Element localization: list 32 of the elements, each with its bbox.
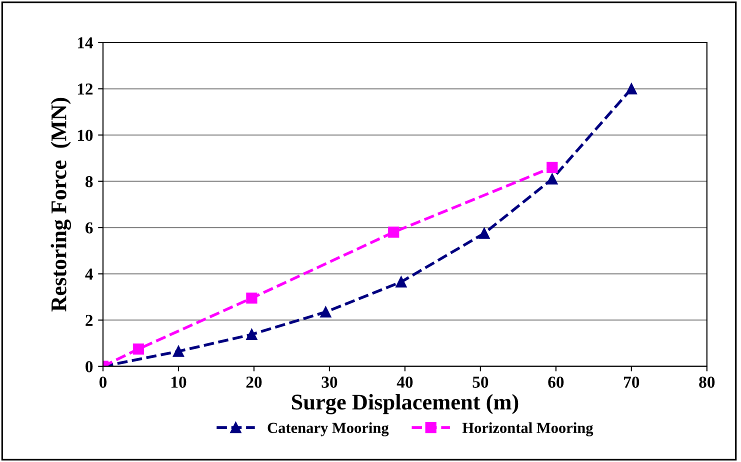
point: [320, 306, 332, 318]
x-tick-label: 30: [322, 376, 338, 388]
y-axis-title: Restoring Force (MN): [50, 98, 72, 312]
y-tick-label: 8: [86, 176, 93, 188]
x-axis-title: Surge Displacement (m): [292, 394, 518, 414]
y-tick-label: 14: [78, 37, 93, 48]
point: [546, 173, 558, 185]
y-tick-label: 10: [78, 130, 93, 141]
point: [246, 292, 258, 304]
y-tick-label: 0: [86, 361, 93, 372]
x-tick-label: 70: [624, 376, 640, 388]
y-tick-label: 12: [78, 84, 93, 95]
x-tick-label: 0: [99, 376, 107, 388]
y-tick-label: 6: [86, 222, 93, 234]
point: [546, 162, 558, 173]
x-tick-label: 80: [699, 376, 715, 388]
x-tick-label: 10: [171, 376, 186, 388]
point: [172, 346, 184, 357]
x-tick-label: 20: [246, 376, 262, 388]
y-tick-label: 2: [86, 314, 93, 326]
x-tick-label: 50: [472, 376, 488, 388]
point: [396, 276, 407, 288]
x-tick-label: 60: [548, 376, 564, 388]
point: [478, 228, 490, 239]
legend-label: Catenary Mooring: [268, 422, 389, 436]
point: [388, 226, 400, 238]
x-tick-label: 40: [396, 376, 413, 388]
point: [626, 83, 637, 94]
legend-label: Horizontal Mooring: [462, 422, 594, 436]
point: [132, 343, 144, 355]
point: [246, 328, 258, 340]
y-tick-label: 4: [85, 268, 93, 280]
